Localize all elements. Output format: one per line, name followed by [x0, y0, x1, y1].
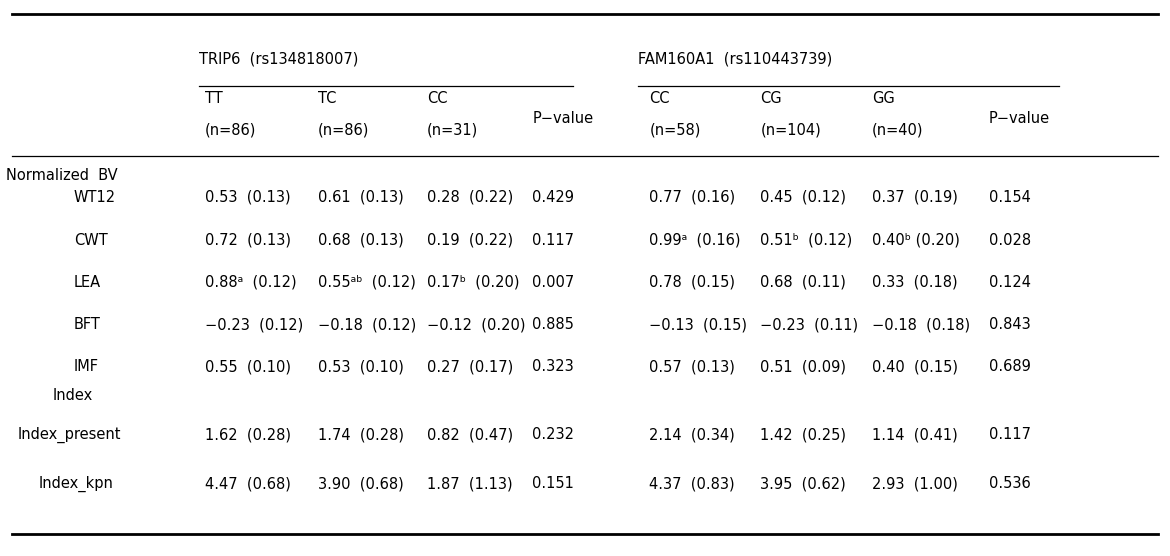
Text: (n=31): (n=31) [427, 123, 479, 138]
Text: 3.95  (0.62): 3.95 (0.62) [760, 476, 846, 491]
Text: TRIP6  (rs134818007): TRIP6 (rs134818007) [199, 52, 358, 67]
Text: 0.82  (0.47): 0.82 (0.47) [427, 428, 514, 442]
Text: 0.40  (0.15): 0.40 (0.15) [872, 360, 958, 374]
Text: 0.88ᵃ  (0.12): 0.88ᵃ (0.12) [205, 275, 296, 290]
Text: 0.19  (0.22): 0.19 (0.22) [427, 233, 514, 247]
Text: 0.61  (0.13): 0.61 (0.13) [318, 190, 404, 205]
Text: Index: Index [53, 389, 92, 403]
Text: 1.42  (0.25): 1.42 (0.25) [760, 428, 847, 442]
Text: 1.87  (1.13): 1.87 (1.13) [427, 476, 512, 491]
Text: 0.154: 0.154 [989, 190, 1031, 205]
Text: 0.232: 0.232 [532, 428, 574, 442]
Text: (n=40): (n=40) [872, 123, 923, 138]
Text: CC: CC [649, 91, 670, 106]
Text: −0.12  (0.20): −0.12 (0.20) [427, 317, 525, 332]
Text: CC: CC [427, 91, 448, 106]
Text: 2.14  (0.34): 2.14 (0.34) [649, 428, 735, 442]
Text: −0.23  (0.11): −0.23 (0.11) [760, 317, 859, 332]
Text: 0.33  (0.18): 0.33 (0.18) [872, 275, 957, 290]
Text: −0.13  (0.15): −0.13 (0.15) [649, 317, 748, 332]
Text: 0.843: 0.843 [989, 317, 1031, 332]
Text: BFT: BFT [74, 317, 101, 332]
Text: (n=104): (n=104) [760, 123, 821, 138]
Text: 0.53  (0.10): 0.53 (0.10) [318, 360, 404, 374]
Text: 0.45  (0.12): 0.45 (0.12) [760, 190, 847, 205]
Text: TT: TT [205, 91, 222, 106]
Text: 0.117: 0.117 [532, 233, 574, 247]
Text: 0.55ᵃᵇ  (0.12): 0.55ᵃᵇ (0.12) [318, 275, 417, 290]
Text: 0.27  (0.17): 0.27 (0.17) [427, 360, 514, 374]
Text: 0.37  (0.19): 0.37 (0.19) [872, 190, 957, 205]
Text: 2.93  (1.00): 2.93 (1.00) [872, 476, 957, 491]
Text: (n=86): (n=86) [318, 123, 370, 138]
Text: 0.68  (0.13): 0.68 (0.13) [318, 233, 404, 247]
Text: 3.90  (0.68): 3.90 (0.68) [318, 476, 404, 491]
Text: −0.23  (0.12): −0.23 (0.12) [205, 317, 303, 332]
Text: 0.99ᵃ  (0.16): 0.99ᵃ (0.16) [649, 233, 741, 247]
Text: LEA: LEA [74, 275, 101, 290]
Text: Index_kpn: Index_kpn [39, 475, 113, 492]
Text: 0.51  (0.09): 0.51 (0.09) [760, 360, 847, 374]
Text: (n=86): (n=86) [205, 123, 256, 138]
Text: 0.51ᵇ  (0.12): 0.51ᵇ (0.12) [760, 233, 853, 247]
Text: P−value: P−value [989, 112, 1049, 126]
Text: IMF: IMF [74, 360, 98, 374]
Text: 0.40ᵇ (0.20): 0.40ᵇ (0.20) [872, 233, 959, 247]
Text: CWT: CWT [74, 233, 108, 247]
Text: TC: TC [318, 91, 337, 106]
Text: 0.885: 0.885 [532, 317, 574, 332]
Text: 0.124: 0.124 [989, 275, 1031, 290]
Text: GG: GG [872, 91, 894, 106]
Text: Normalized  BV: Normalized BV [6, 168, 117, 182]
Text: 0.28  (0.22): 0.28 (0.22) [427, 190, 514, 205]
Text: 0.323: 0.323 [532, 360, 574, 374]
Text: 0.68  (0.11): 0.68 (0.11) [760, 275, 846, 290]
Text: P−value: P−value [532, 112, 593, 126]
Text: −0.18  (0.12): −0.18 (0.12) [318, 317, 417, 332]
Text: 0.007: 0.007 [532, 275, 574, 290]
Text: 1.62  (0.28): 1.62 (0.28) [205, 428, 291, 442]
Text: 0.55  (0.10): 0.55 (0.10) [205, 360, 291, 374]
Text: Index_present: Index_present [18, 426, 121, 443]
Text: 0.028: 0.028 [989, 233, 1031, 247]
Text: 0.151: 0.151 [532, 476, 574, 491]
Text: 0.72  (0.13): 0.72 (0.13) [205, 233, 291, 247]
Text: −0.18  (0.18): −0.18 (0.18) [872, 317, 970, 332]
Text: WT12: WT12 [74, 190, 116, 205]
Text: 0.77  (0.16): 0.77 (0.16) [649, 190, 736, 205]
Text: 0.17ᵇ  (0.20): 0.17ᵇ (0.20) [427, 275, 519, 290]
Text: FAM160A1  (rs110443739): FAM160A1 (rs110443739) [638, 52, 832, 67]
Text: 0.429: 0.429 [532, 190, 574, 205]
Text: 0.57  (0.13): 0.57 (0.13) [649, 360, 735, 374]
Text: 0.117: 0.117 [989, 428, 1031, 442]
Text: (n=58): (n=58) [649, 123, 701, 138]
Text: 1.74  (0.28): 1.74 (0.28) [318, 428, 405, 442]
Text: 0.78  (0.15): 0.78 (0.15) [649, 275, 736, 290]
Text: 0.536: 0.536 [989, 476, 1031, 491]
Text: CG: CG [760, 91, 782, 106]
Text: 4.47  (0.68): 4.47 (0.68) [205, 476, 290, 491]
Text: 0.689: 0.689 [989, 360, 1031, 374]
Text: 1.14  (0.41): 1.14 (0.41) [872, 428, 957, 442]
Text: 4.37  (0.83): 4.37 (0.83) [649, 476, 735, 491]
Text: 0.53  (0.13): 0.53 (0.13) [205, 190, 290, 205]
